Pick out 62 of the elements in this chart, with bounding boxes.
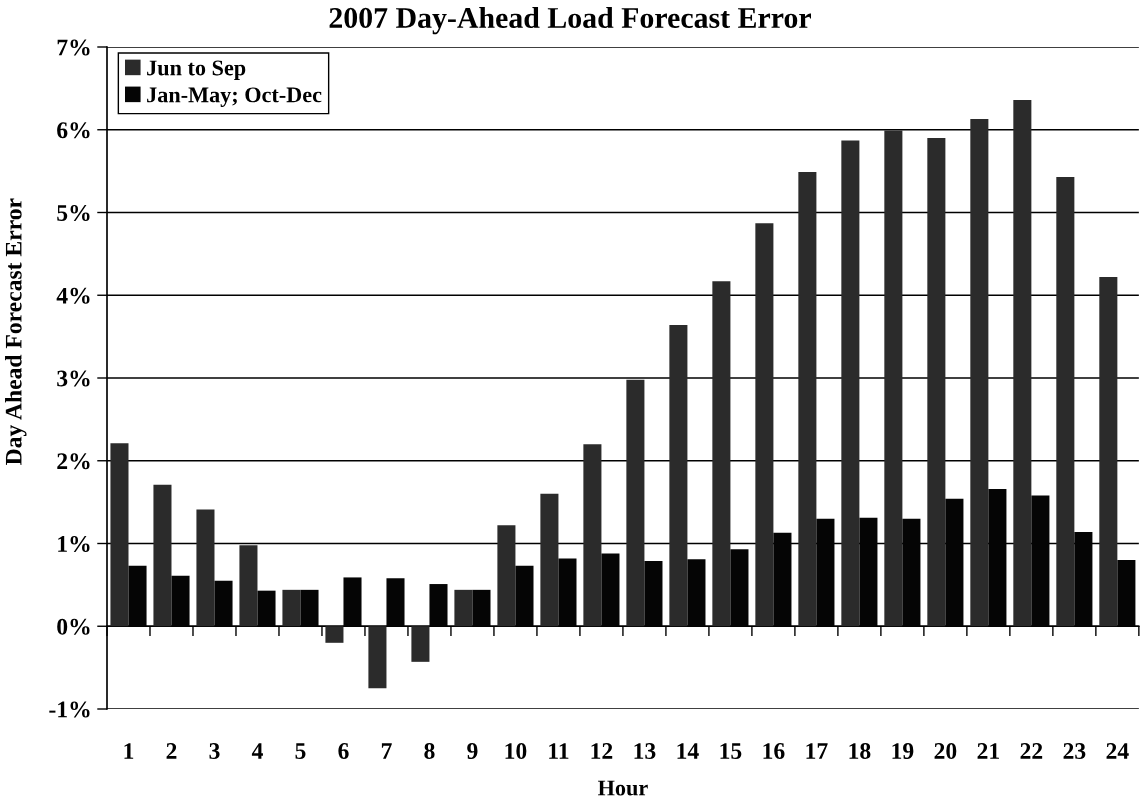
- bar: [927, 138, 946, 627]
- x-tick-label: 14: [677, 743, 699, 759]
- y-tick-label: 6%: [57, 122, 90, 139]
- x-tick-label: 16: [763, 743, 785, 759]
- bar: [1099, 277, 1118, 627]
- bar: [239, 545, 258, 627]
- x-tick-label: 4: [251, 743, 263, 759]
- y-tick-label: 4%: [56, 287, 90, 304]
- x-tick-label: 13: [634, 743, 656, 759]
- bar: [110, 443, 129, 627]
- bar: [755, 223, 774, 627]
- y-tick-label: -1%: [49, 701, 90, 718]
- bar: [454, 589, 473, 627]
- bar: [325, 626, 344, 643]
- y-tick-label: 5%: [57, 204, 90, 221]
- bar: [497, 525, 516, 627]
- bar: [368, 626, 387, 689]
- x-tick-label: 8: [424, 743, 435, 759]
- bar: [411, 626, 430, 662]
- x-tick-label: 12: [591, 743, 613, 759]
- x-tick-label: 24: [1106, 743, 1129, 759]
- legend-label: Jun to Sep: [147, 60, 246, 80]
- x-tick-label: 3: [209, 743, 220, 759]
- x-tick-label: 11: [549, 743, 569, 759]
- x-tick-label: 2: [166, 743, 177, 759]
- bar: [970, 118, 989, 627]
- x-tick-label: 5: [295, 743, 306, 759]
- x-tick-label: 19: [892, 743, 914, 759]
- x-tick-label: 22: [1020, 743, 1043, 759]
- bar: [153, 484, 172, 627]
- bar: [712, 281, 731, 627]
- y-tick-label: 3%: [57, 370, 90, 387]
- x-tick-label: 17: [806, 743, 828, 759]
- bar: [626, 379, 645, 627]
- bar: [196, 509, 215, 627]
- x-tick-label: 18: [849, 743, 871, 759]
- x-tick-label: 23: [1063, 743, 1086, 759]
- x-tick-label: 20: [934, 743, 957, 759]
- bar: [841, 140, 860, 627]
- x-tick-label: 9: [467, 743, 478, 759]
- x-tick-label: 21: [977, 743, 999, 759]
- y-tick-label: 2%: [57, 453, 90, 470]
- legend-label: Jan-May; Oct-Dec: [147, 87, 322, 107]
- y-axis-title: Day Ahead Forecast Error: [5, 198, 27, 465]
- bar: [798, 171, 817, 627]
- y-tick-label: 7%: [57, 39, 90, 56]
- chart-title: 2007 Day-Ahead Load Forecast Error: [329, 7, 811, 35]
- x-tick-label: 10: [505, 743, 527, 759]
- bar: [1056, 176, 1075, 627]
- x-axis-title: Hour: [598, 780, 648, 796]
- bar: [540, 493, 559, 627]
- bar: [282, 589, 301, 627]
- bar: [1013, 99, 1032, 627]
- bar: [669, 325, 688, 627]
- x-tick-label: 7: [381, 743, 392, 759]
- bar: [583, 444, 602, 627]
- y-tick-label: 1%: [58, 535, 90, 552]
- bar: [884, 130, 903, 627]
- y-tick-label: 0%: [57, 618, 90, 635]
- x-tick-label: 15: [720, 743, 742, 759]
- x-tick-label: 1: [124, 743, 134, 759]
- x-tick-label: 6: [338, 743, 349, 759]
